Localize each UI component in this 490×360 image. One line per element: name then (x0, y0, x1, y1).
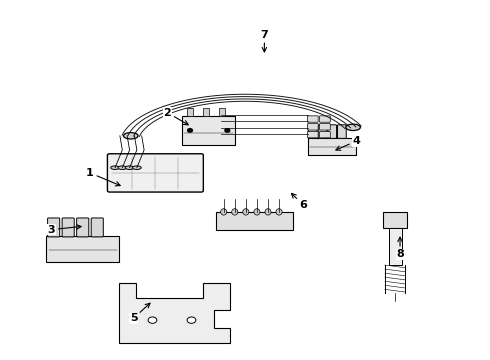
FancyBboxPatch shape (319, 116, 330, 122)
Ellipse shape (232, 209, 238, 215)
Ellipse shape (111, 166, 120, 170)
FancyBboxPatch shape (328, 125, 337, 138)
FancyBboxPatch shape (308, 131, 318, 138)
Circle shape (188, 129, 193, 132)
Bar (308, 138, 356, 155)
FancyBboxPatch shape (308, 123, 318, 130)
Text: 3: 3 (48, 225, 81, 235)
Text: 2: 2 (164, 108, 188, 125)
Ellipse shape (118, 166, 127, 170)
Text: 1: 1 (86, 168, 120, 186)
FancyBboxPatch shape (309, 125, 317, 138)
FancyBboxPatch shape (338, 125, 346, 138)
Ellipse shape (265, 209, 271, 215)
Ellipse shape (220, 209, 227, 215)
Bar (182, 116, 235, 145)
Bar (47, 236, 119, 261)
Bar (187, 108, 193, 116)
FancyBboxPatch shape (319, 131, 330, 138)
Ellipse shape (125, 166, 134, 170)
FancyBboxPatch shape (107, 154, 203, 192)
Bar (383, 212, 407, 228)
Text: 4: 4 (336, 136, 360, 150)
Text: 8: 8 (396, 237, 404, 260)
Circle shape (148, 317, 157, 323)
Circle shape (225, 129, 230, 132)
Bar (203, 108, 209, 116)
FancyBboxPatch shape (318, 125, 327, 138)
Polygon shape (119, 283, 230, 343)
Ellipse shape (123, 132, 138, 139)
Text: 5: 5 (130, 303, 150, 323)
FancyBboxPatch shape (91, 218, 103, 237)
Bar (216, 212, 294, 230)
Text: 6: 6 (292, 193, 307, 210)
Ellipse shape (254, 209, 260, 215)
FancyBboxPatch shape (76, 218, 89, 237)
FancyBboxPatch shape (62, 218, 74, 237)
FancyBboxPatch shape (319, 123, 330, 130)
FancyBboxPatch shape (48, 218, 60, 237)
Ellipse shape (276, 209, 282, 215)
Bar (220, 108, 224, 116)
Text: 7: 7 (261, 30, 268, 52)
Circle shape (187, 317, 196, 323)
FancyBboxPatch shape (308, 116, 318, 122)
Bar (389, 228, 402, 265)
Ellipse shape (243, 209, 249, 215)
Ellipse shape (132, 166, 141, 170)
Ellipse shape (346, 124, 360, 131)
